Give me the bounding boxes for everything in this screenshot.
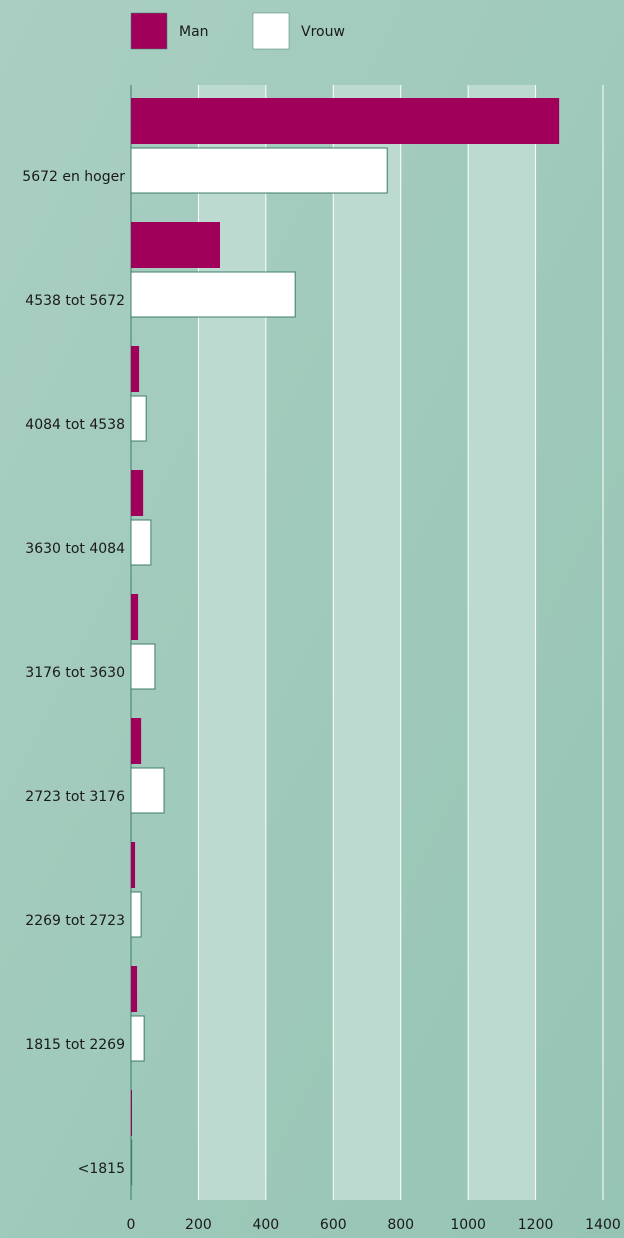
x-tick-label: 1400 bbox=[585, 1217, 621, 1233]
grid-band bbox=[468, 85, 536, 1200]
bar bbox=[130, 147, 388, 194]
y-tick-label: 4538 tot 5672 bbox=[25, 293, 125, 309]
y-tick-label: 2269 tot 2723 bbox=[25, 913, 125, 929]
bar bbox=[130, 519, 152, 566]
bar bbox=[130, 891, 142, 938]
bar bbox=[131, 470, 144, 516]
bar bbox=[131, 594, 139, 640]
grid-band bbox=[333, 85, 401, 1200]
y-tick-label: 4084 tot 4538 bbox=[25, 417, 125, 433]
y-tick-label: 2723 tot 3176 bbox=[25, 789, 125, 805]
grid-band bbox=[198, 85, 266, 1200]
y-tick-label: <1815 bbox=[78, 1161, 125, 1177]
bar bbox=[131, 966, 138, 1012]
bar bbox=[131, 346, 140, 392]
bar bbox=[130, 271, 296, 318]
bar bbox=[130, 1139, 133, 1186]
bar bbox=[131, 222, 221, 268]
y-tick-label: 3630 tot 4084 bbox=[25, 541, 125, 557]
x-tick-label: 400 bbox=[252, 1217, 279, 1233]
bar bbox=[131, 718, 142, 764]
bar bbox=[131, 842, 136, 888]
bar bbox=[130, 395, 147, 442]
x-tick-label: 600 bbox=[320, 1217, 347, 1233]
bar bbox=[130, 1015, 145, 1062]
y-tick-label: 1815 tot 2269 bbox=[25, 1037, 125, 1053]
legend-swatch bbox=[130, 12, 168, 50]
x-tick-label: 1000 bbox=[450, 1217, 486, 1233]
x-tick-label: 800 bbox=[387, 1217, 414, 1233]
bar bbox=[131, 98, 560, 144]
y-tick-label: 3176 tot 3630 bbox=[25, 665, 125, 681]
legend-label: Vrouw bbox=[301, 24, 345, 40]
bar bbox=[131, 1090, 133, 1136]
x-tick-label: 1200 bbox=[518, 1217, 554, 1233]
legend-swatch bbox=[252, 12, 290, 50]
bar bbox=[130, 767, 165, 814]
legend-label: Man bbox=[179, 24, 209, 40]
x-tick-label: 200 bbox=[185, 1217, 212, 1233]
y-tick-label: 5672 en hoger bbox=[22, 169, 125, 185]
x-tick-label: 0 bbox=[127, 1217, 136, 1233]
bar bbox=[130, 643, 156, 690]
